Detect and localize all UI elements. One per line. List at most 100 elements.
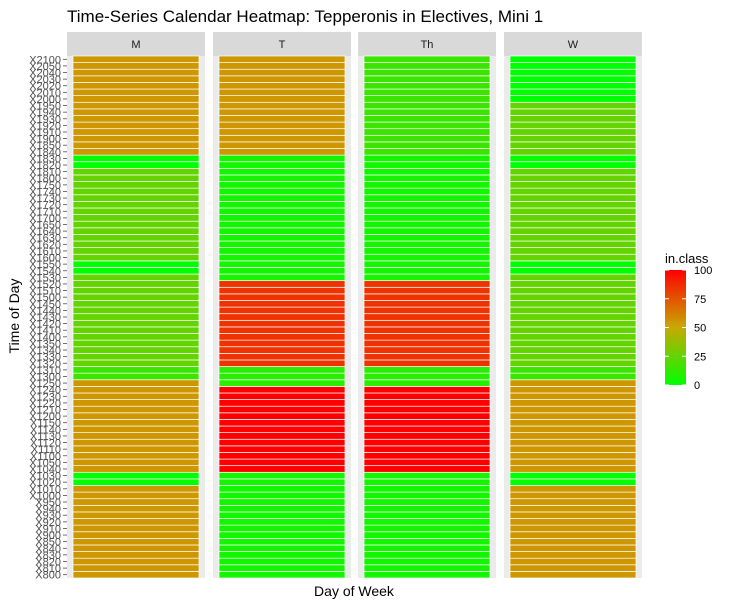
heatmap-tile <box>72 280 200 288</box>
y-tick-label: X920 <box>35 517 61 529</box>
y-tick-label: X1730 <box>29 193 61 205</box>
heatmap-tile <box>509 181 637 189</box>
chart-title: Time-Series Calendar Heatmap: Tepperonis… <box>67 7 543 26</box>
heatmap-tile <box>509 101 637 110</box>
heatmap-tile <box>218 154 346 163</box>
heatmap-tile <box>72 438 200 447</box>
heatmap-tile <box>509 438 637 447</box>
heatmap-tile <box>218 419 346 427</box>
heatmap-tile <box>72 68 200 77</box>
heatmap-tile <box>509 148 637 156</box>
heatmap-tile <box>363 280 491 288</box>
y-tick-label: X810 <box>35 563 61 575</box>
y-tick-label: X1800 <box>29 173 61 185</box>
heatmap-tile <box>218 445 346 453</box>
heatmap-tile <box>363 471 491 480</box>
legend-colorbar <box>665 270 686 385</box>
heatmap-tile <box>72 273 200 282</box>
heatmap-tile <box>363 405 491 414</box>
heatmap-tile <box>218 273 346 282</box>
heatmap-tile <box>218 524 346 533</box>
heatmap-tile <box>509 88 637 97</box>
heatmap-tile <box>72 207 200 215</box>
heatmap-tile <box>218 326 346 334</box>
heatmap-tile <box>509 174 637 182</box>
heatmap-tile <box>72 95 200 103</box>
heatmap-tile <box>218 141 346 149</box>
heatmap-tile <box>509 141 637 149</box>
heatmap-tile <box>72 101 200 110</box>
heatmap-tile <box>509 115 637 123</box>
facet-strip <box>67 32 205 56</box>
y-tick-label: X1210 <box>29 405 61 417</box>
y-tick-label: X1610 <box>29 246 61 258</box>
y-tick-label: X1910 <box>29 127 61 139</box>
heatmap-tile <box>218 115 346 123</box>
heatmap-tile <box>72 524 200 533</box>
heatmap-tile <box>72 227 200 235</box>
heatmap-tile <box>363 346 491 354</box>
heatmap-tile <box>72 115 200 123</box>
y-tick-label: X1310 <box>29 365 61 377</box>
heatmap-tile <box>363 571 491 579</box>
heatmap-tile <box>72 181 200 189</box>
heatmap-tile <box>218 471 346 480</box>
heatmap-tile <box>363 267 491 275</box>
heatmap-tile <box>363 544 491 552</box>
heatmap-tile <box>363 253 491 262</box>
heatmap-tile <box>218 372 346 381</box>
heatmap-tile <box>218 425 346 433</box>
facet-panels: M T Th W <box>67 32 642 579</box>
y-tick-label: X850 <box>35 537 61 549</box>
heatmap-tile <box>363 174 491 182</box>
heatmap-tile <box>218 148 346 156</box>
heatmap-tile <box>72 458 200 467</box>
heatmap-tile <box>218 214 346 222</box>
heatmap-tile <box>218 174 346 182</box>
heatmap-tile <box>218 75 346 83</box>
y-tick-label: X1200 <box>29 411 61 423</box>
y-tick-label: X1540 <box>29 266 61 278</box>
heatmap-tile <box>218 485 346 493</box>
heatmap-tile <box>218 359 346 367</box>
heatmap-tile <box>363 399 491 407</box>
heatmap-tile <box>363 537 491 546</box>
heatmap-tile <box>509 445 637 453</box>
heatmap-tile <box>72 571 200 579</box>
heatmap-tile <box>363 366 491 374</box>
heatmap-tile <box>363 465 491 473</box>
heatmap-tile <box>72 564 200 572</box>
y-tick-label: X1820 <box>29 160 61 172</box>
heatmap-tile <box>363 207 491 215</box>
heatmap-tile <box>363 101 491 110</box>
heatmap-tile <box>218 531 346 539</box>
heatmap-tile <box>509 167 637 176</box>
heatmap-tile <box>218 82 346 90</box>
heatmap-tile <box>363 491 491 500</box>
heatmap-tile <box>363 273 491 282</box>
heatmap-tile <box>509 128 637 136</box>
heatmap-tile <box>509 234 637 242</box>
y-tick-label: X1250 <box>29 378 61 390</box>
heatmap-tile <box>218 551 346 559</box>
heatmap-tile <box>218 564 346 572</box>
heatmap-tile <box>363 531 491 539</box>
heatmap-tile <box>363 115 491 123</box>
x-axis-title: Day of Week <box>314 583 395 599</box>
y-tick-label: X1030 <box>29 471 61 483</box>
y-tick-label: X1640 <box>29 226 61 238</box>
facet-label: T <box>279 39 286 51</box>
heatmap-tile <box>509 247 637 255</box>
y-tick-label: X1330 <box>29 352 61 364</box>
heatmap-tile <box>218 399 346 407</box>
heatmap-tile <box>363 300 491 308</box>
heatmap-tile <box>509 82 637 90</box>
heatmap-tile <box>72 372 200 381</box>
heatmap-tile <box>363 359 491 367</box>
heatmap-tile <box>509 240 637 248</box>
heatmap-tile <box>363 88 491 97</box>
heatmap-tile <box>218 352 346 361</box>
facet-label: Th <box>421 39 434 51</box>
y-tick-label: X1530 <box>29 272 61 284</box>
heatmap-tile <box>363 412 491 420</box>
